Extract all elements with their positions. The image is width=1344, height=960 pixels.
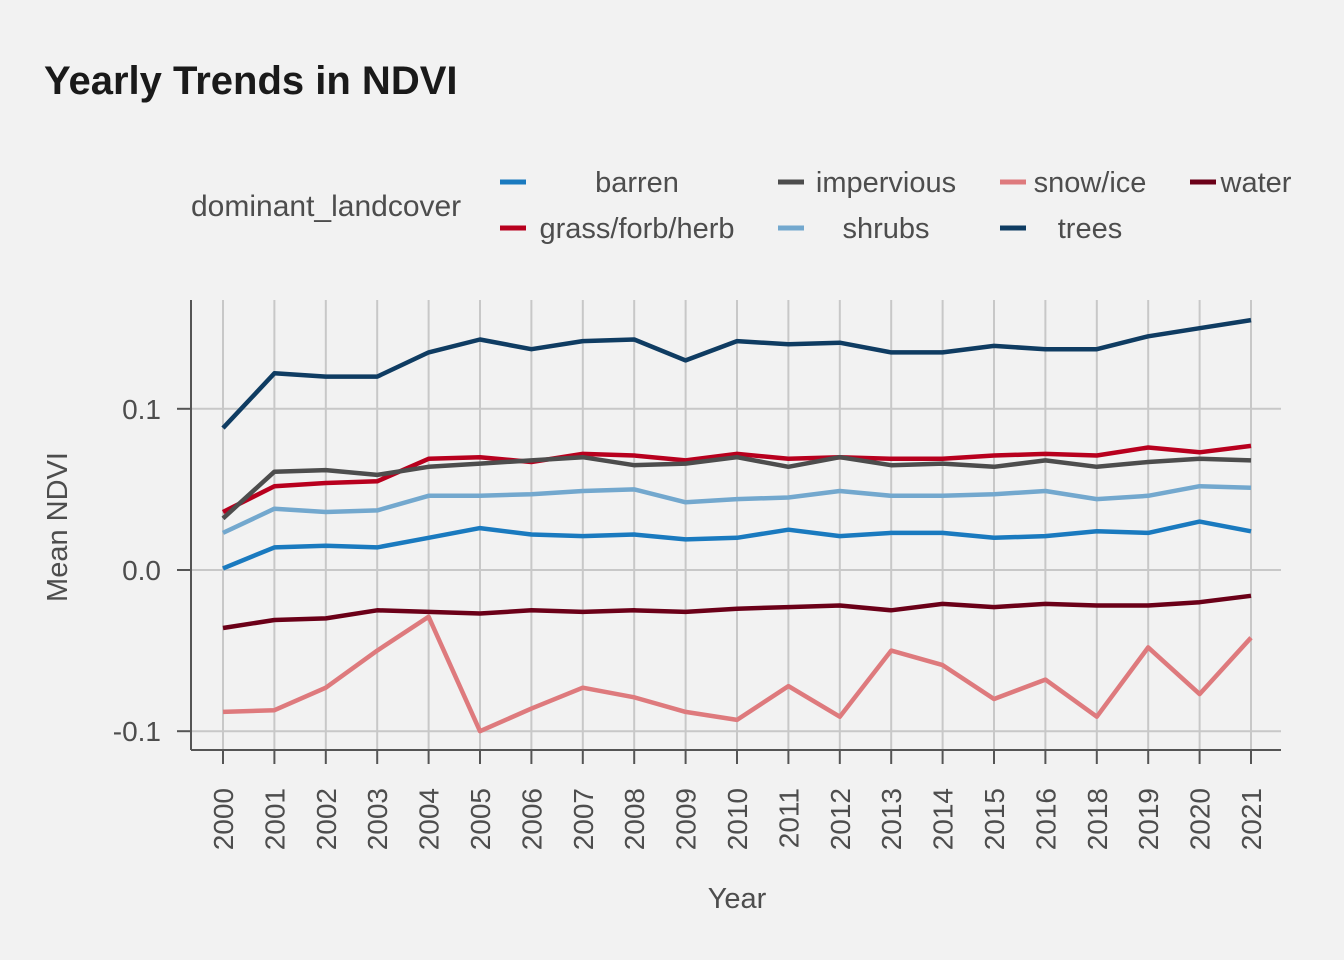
x-tick-label: 2021	[1236, 788, 1267, 850]
x-tick-label: 2003	[362, 788, 393, 850]
legend-title: dominant_landcover	[191, 190, 461, 223]
x-tick-label: 2014	[928, 788, 959, 850]
legend-label: water	[1220, 167, 1292, 199]
series-line-trees	[221, 317, 1252, 430]
x-tick-label: 2004	[414, 788, 445, 850]
axes: -0.1 0.0 0.1 2000 2001 2002 2003 2004 2005 2006 20…	[113, 300, 1281, 850]
legend-label: barren	[595, 167, 679, 199]
x-tick-label: 2000	[208, 788, 239, 850]
y-tick-label: 0.0	[122, 555, 161, 586]
plot-grid	[191, 300, 1281, 750]
x-tick-label: 2008	[619, 788, 650, 850]
series-line-impervious	[221, 454, 1252, 521]
series-lines	[221, 317, 1253, 734]
x-tick-label: 2015	[979, 788, 1010, 850]
legend-label: grass/forb/herb	[539, 213, 734, 245]
series-line-snow-ice	[222, 614, 1253, 734]
x-tick-label: 2010	[722, 788, 753, 850]
legend-label: snow/ice	[1034, 167, 1147, 199]
x-tick-label: 2006	[516, 788, 547, 850]
legend: barren grass/forb/herb impervious shrubs sno…	[500, 167, 1292, 245]
y-tick-label: -0.1	[113, 716, 161, 747]
x-tick-label: 2001	[259, 788, 290, 850]
y-axis-title: Mean NDVI	[42, 452, 74, 602]
x-tick-label: 2002	[311, 788, 342, 850]
series-line-water	[222, 593, 1252, 631]
chart-title: Yearly Trends in NDVI	[44, 59, 458, 103]
legend-label: trees	[1058, 213, 1122, 245]
y-tick-label: 0.1	[122, 394, 161, 425]
x-axis-title: Year	[708, 883, 767, 915]
series-line-barren	[222, 519, 1252, 571]
x-tick-label: 2005	[465, 788, 496, 850]
legend-label: impervious	[816, 167, 956, 199]
x-tick-label: 2009	[671, 788, 702, 850]
x-tick-label: 2012	[825, 788, 856, 850]
x-tick-label: 2020	[1185, 788, 1216, 850]
series-line-shrubs	[222, 483, 1252, 535]
x-tick-label: 2016	[1030, 788, 1061, 850]
legend-label: shrubs	[842, 213, 929, 245]
x-tick-label: 2018	[1082, 788, 1113, 850]
x-tick-label: 2013	[876, 788, 907, 850]
x-tick-label: 2019	[1133, 788, 1164, 850]
x-tick-label: 2011	[773, 788, 804, 848]
x-tick-label: 2007	[568, 788, 599, 850]
